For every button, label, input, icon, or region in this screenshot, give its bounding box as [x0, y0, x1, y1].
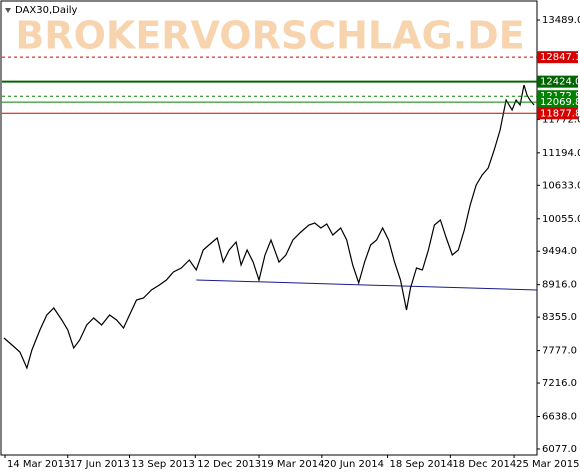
level-label-box	[537, 51, 578, 64]
watermark: BROKERVORSCHLAG.DE	[15, 14, 524, 58]
y-tick-label: 7216.0	[542, 378, 577, 389]
chart-title: DAX30,Daily	[15, 5, 78, 16]
x-tick-label: 19 Mar 2014	[261, 459, 324, 470]
x-tick-label: 13 Sep 2013	[132, 459, 195, 470]
x-tick-label: 17 Jun 2013	[70, 459, 130, 470]
y-tick-label: 13489.0	[542, 15, 580, 26]
price-line	[3, 84, 535, 370]
y-tick-label: 10055.0	[542, 214, 580, 225]
level-label: 12424.0	[540, 77, 580, 88]
level-label-box	[537, 107, 578, 120]
level-label: 11877.8	[540, 108, 580, 119]
level-label-box	[537, 96, 578, 109]
x-tick-label: 14 Mar 2013	[7, 459, 70, 470]
x-tick-label: 12 Dec 2013	[197, 459, 261, 470]
plot-frame	[0, 0, 538, 456]
level-label: 12847.1	[540, 52, 580, 63]
y-tick-label: 11772.0	[542, 114, 580, 125]
y-tick-label: 8355.0	[542, 312, 577, 323]
x-tick-label: 25 Mar 2015	[516, 459, 579, 470]
trendline	[196, 279, 538, 291]
level-label: 12069.8	[540, 97, 580, 108]
x-tick-label: 18 Dec 2014	[452, 459, 516, 470]
y-tick-label: 9494.0	[542, 246, 577, 257]
y-tick-label: 6638.0	[542, 412, 577, 423]
x-tick-label: 20 Jun 2014	[324, 459, 384, 470]
y-tick-label: 11194.0	[542, 148, 580, 159]
title-icon	[5, 8, 11, 13]
x-tick-label: 18 Sep 2014	[390, 459, 453, 470]
level-label-box	[537, 75, 578, 88]
y-tick-label: 10633.0	[542, 180, 580, 191]
y-tick-label: 8916.0	[542, 280, 577, 291]
y-tick-label: 7777.0	[542, 346, 577, 357]
y-tick-label: 6077.0	[542, 444, 577, 455]
